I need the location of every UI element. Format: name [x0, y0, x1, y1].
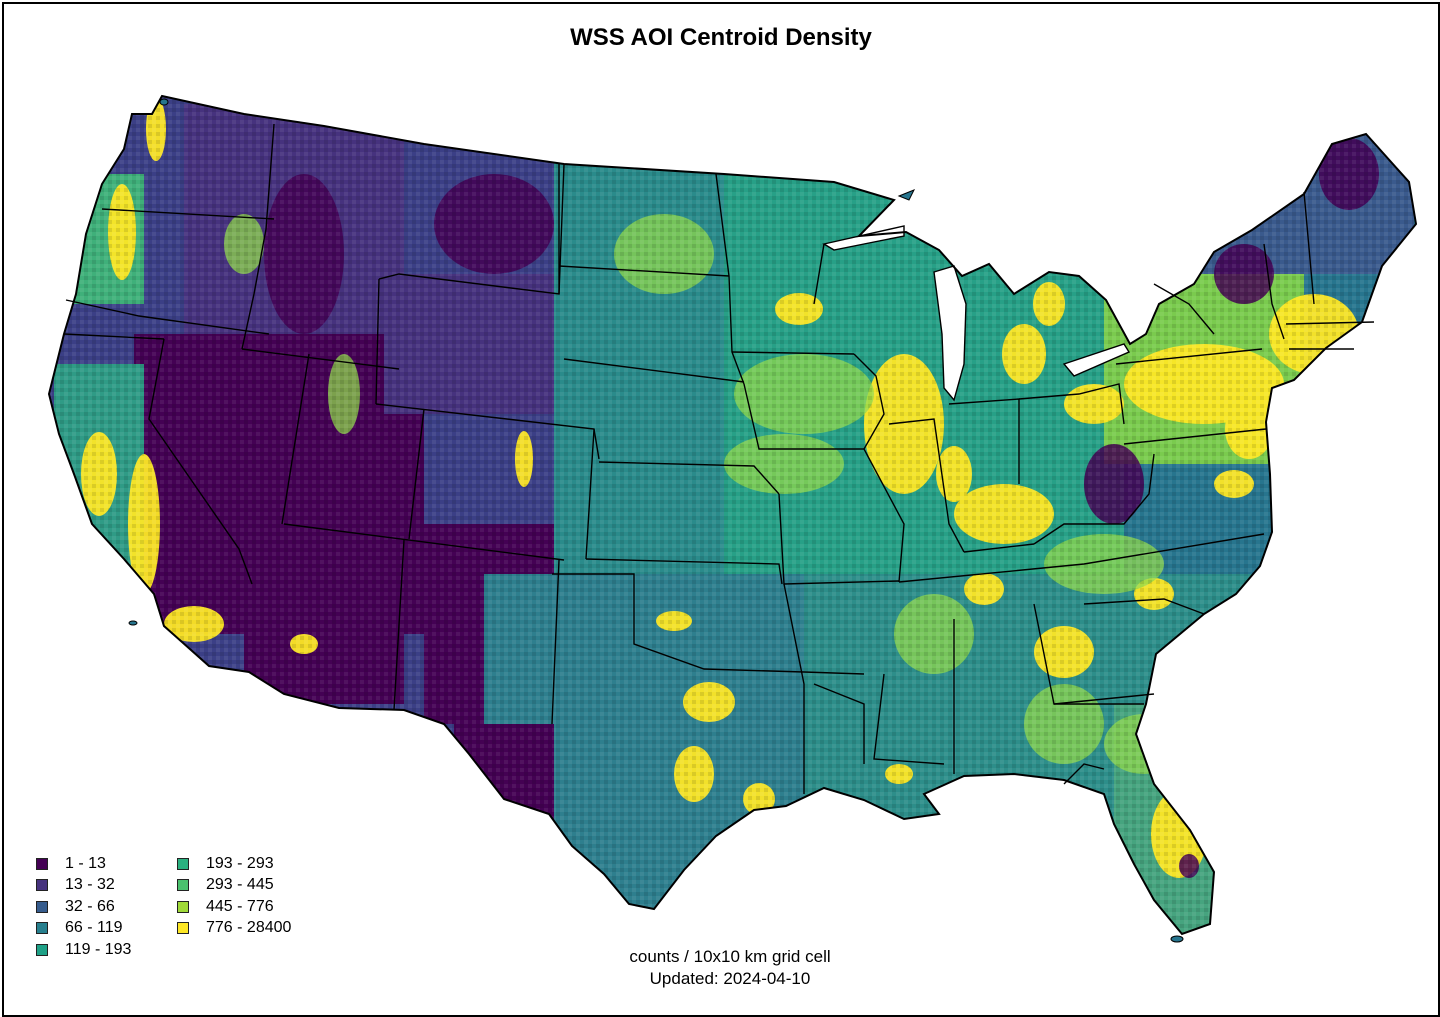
map-caption: counts / 10x10 km grid cell Updated: 202…	[4, 946, 1438, 990]
legend-item: 193 - 293	[177, 853, 291, 875]
legend-swatch	[36, 900, 48, 913]
legend-item: 1 - 13	[36, 853, 131, 875]
legend-item: 119 - 193	[36, 939, 131, 961]
legend-swatch	[177, 922, 189, 935]
legend-label: 776 - 28400	[206, 919, 292, 937]
caption-units: counts / 10x10 km grid cell	[629, 947, 831, 966]
legend-label: 293 - 445	[206, 876, 274, 894]
legend-item: 445 - 776	[177, 896, 291, 918]
legend-label: 1 - 13	[65, 854, 106, 872]
legend-swatch	[36, 879, 48, 892]
legend-swatch	[177, 857, 189, 870]
legend-label: 66 - 119	[65, 919, 123, 937]
caption-updated: Updated: 2024-04-10	[649, 969, 811, 988]
legend-label: 32 - 66	[65, 897, 115, 915]
legend-item: 293 - 445	[177, 875, 291, 897]
map-title: WSS AOI Centroid Density	[570, 24, 872, 51]
legend-swatch	[36, 857, 48, 870]
legend-swatch	[36, 922, 48, 935]
legend-column: 1 - 13 13 - 32 32 - 66 66 - 119 119 - 193	[36, 853, 131, 961]
legend-item: 13 - 32	[36, 875, 131, 897]
legend-label: 445 - 776	[206, 897, 274, 915]
legend-column: 193 - 293 293 - 445 445 - 776 776 - 28400	[177, 853, 291, 939]
legend-item: 776 - 28400	[177, 918, 291, 940]
legend-item: 32 - 66	[36, 896, 131, 918]
legend-swatch	[177, 879, 189, 892]
density-map	[47, 94, 1418, 943]
legend-swatch	[177, 900, 189, 913]
legend-item: 66 - 119	[36, 918, 131, 940]
legend-label: 13 - 32	[65, 876, 115, 894]
legend-label: 193 - 293	[206, 854, 274, 872]
legend-label: 119 - 193	[65, 940, 132, 958]
legend-swatch	[36, 943, 48, 956]
